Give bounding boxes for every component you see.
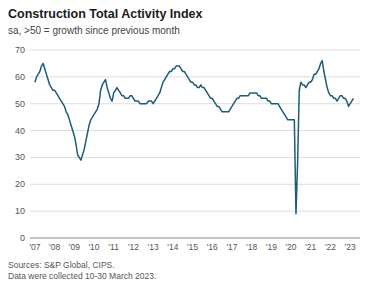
x-tick-label: '19 <box>266 242 277 252</box>
plot-area <box>35 61 354 214</box>
grid <box>30 50 360 238</box>
x-tick-label: '23 <box>345 242 356 252</box>
y-tick-label: 40 <box>15 126 25 136</box>
x-tick-label: '16 <box>207 242 218 252</box>
grid-line <box>30 130 360 131</box>
title: Construction Total Activity Index <box>8 7 203 21</box>
grid-line <box>30 238 360 239</box>
x-tick-label: '07 <box>29 242 40 252</box>
y-tick-label: 0 <box>20 233 25 243</box>
grid-line <box>30 76 360 77</box>
y-tick-label: 70 <box>15 45 25 55</box>
y-tick-label: 60 <box>15 72 25 82</box>
x-tick-label: '22 <box>325 242 336 252</box>
line <box>35 61 354 214</box>
grid-line <box>30 103 360 104</box>
chart: Construction Total Activity Index sa, >50… <box>0 0 370 300</box>
x-tick-label: '11 <box>109 242 120 252</box>
y-tick-label: 50 <box>15 99 25 109</box>
x-tick-label: '17 <box>226 242 237 252</box>
x-tick-label: '14 <box>167 242 178 252</box>
x-axis <box>30 238 360 239</box>
y-tick-label: 10 <box>15 206 25 216</box>
grid-line <box>30 50 360 51</box>
source: Sources: S&P Global, CIPS.Data were coll… <box>8 260 156 281</box>
grid-line <box>30 211 360 212</box>
x-tick-label: '08 <box>49 242 60 252</box>
x-tick-label: '10 <box>88 242 99 252</box>
subtitle: sa, >50 = growth since previous month <box>8 25 180 36</box>
y-tick-label: 30 <box>15 152 25 162</box>
y-tick-label: 20 <box>15 179 25 189</box>
grid-line <box>30 184 360 185</box>
x-tick-label: '21 <box>305 242 316 252</box>
x-tick-label: '13 <box>148 242 159 252</box>
x-tick-label: '09 <box>69 242 80 252</box>
x-tick-label: '20 <box>286 242 297 252</box>
x-tick-label: '18 <box>246 242 257 252</box>
x-tick-label: '15 <box>187 242 198 252</box>
x-tick-label: '12 <box>128 242 139 252</box>
